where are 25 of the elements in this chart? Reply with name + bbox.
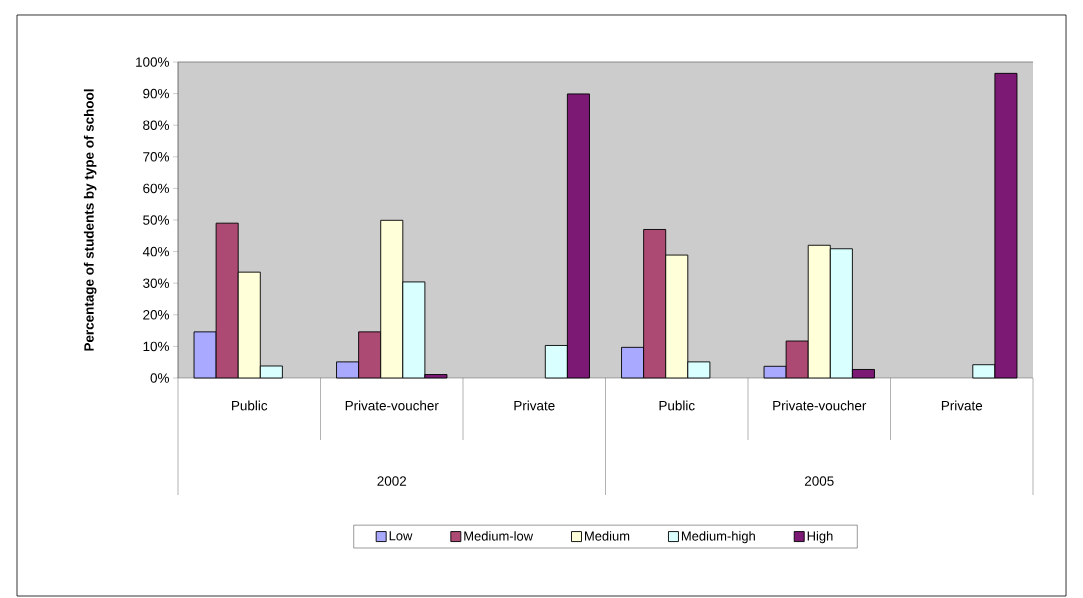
y-tick-label: 80% [143,120,169,130]
y-tick-label: 70% [143,152,169,162]
legend-label: Medium-low [464,531,534,541]
x-tick-label: Private [514,400,555,411]
x-tick-label: Private-voucher [345,400,439,411]
y-tick-label: 0% [150,373,169,383]
x-tick-label: Public [232,400,268,411]
y-tick-label: 60% [143,183,169,194]
legend-label: Medium-high [681,531,755,544]
x-tick-label: Private [941,400,983,411]
x-tick-label: Private-voucher [773,400,867,411]
y-tick-label: 100% [136,57,169,67]
y-tick-label: 30% [143,278,169,288]
x-tick-label: Public [659,400,695,411]
legend-label: High [807,531,833,544]
legend-label: Medium [585,531,630,541]
y-axis-title: Percentage of students by type of school [83,89,97,351]
text: 2002 [377,476,407,486]
y-tick-label: 20% [143,310,169,320]
y-tick-label: 10% [143,341,169,352]
y-tick-label: 40% [142,246,169,257]
text: 2005 [804,476,834,486]
y-tick-label: 50% [143,215,169,225]
y-tick-label: 90% [143,88,169,99]
legend-label: Low [389,531,413,541]
